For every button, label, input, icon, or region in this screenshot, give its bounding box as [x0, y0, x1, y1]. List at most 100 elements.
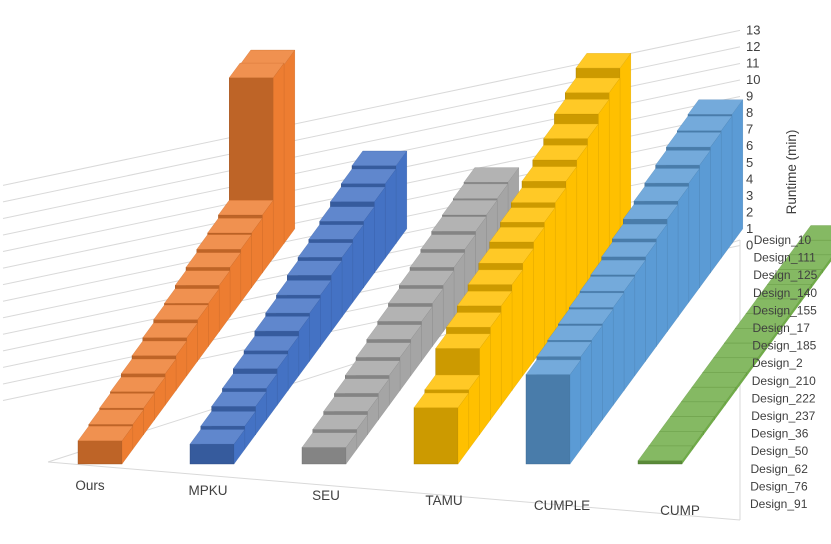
bar-top — [164, 288, 220, 304]
bar-top — [110, 376, 166, 392]
y-tick-label: 12 — [746, 39, 760, 54]
bar-top — [153, 304, 209, 320]
bar-top — [452, 183, 509, 199]
bar-top — [286, 260, 343, 276]
bar-top — [575, 53, 632, 69]
bar-side — [479, 333, 491, 436]
depth-axis-label: Design_10 — [754, 233, 812, 247]
bar-top — [579, 276, 636, 292]
bar-top — [340, 168, 397, 184]
bar-top — [601, 241, 657, 257]
bar-top — [232, 353, 289, 369]
bar-top — [297, 242, 354, 258]
bar-top — [355, 342, 412, 358]
bar-front — [413, 407, 459, 465]
y-tick-label: 10 — [746, 72, 760, 87]
depth-axis-label: Design_125 — [753, 268, 817, 282]
bar-top — [312, 414, 368, 430]
bar-side — [580, 341, 592, 450]
bar-top — [424, 374, 480, 390]
bar-front — [637, 460, 683, 465]
bar-side — [613, 292, 625, 406]
bar-side — [555, 187, 567, 333]
labels-layer: 012345678910111213Design_10Design_111Des… — [75, 22, 817, 518]
bar-top — [463, 167, 520, 183]
y-tick-label: 2 — [746, 204, 753, 219]
category-label: CUMPLE — [534, 498, 590, 513]
category-label: CUMP — [660, 503, 700, 518]
bar-top — [323, 396, 379, 412]
y-tick-label: 5 — [746, 155, 753, 170]
bar-side — [490, 312, 502, 421]
bar-cump-0 — [637, 445, 694, 465]
depth-axis-label: Design_140 — [753, 286, 817, 300]
bar-side — [731, 99, 743, 244]
bar-top — [413, 392, 470, 408]
bar-top — [120, 358, 177, 374]
bar-side — [395, 150, 407, 244]
bar-top — [243, 335, 300, 351]
category-label: Ours — [75, 478, 105, 493]
bar-top — [185, 252, 242, 268]
y-tick-label: 1 — [746, 221, 753, 236]
bar-top — [536, 341, 592, 357]
depth-axis-label: Design_155 — [753, 303, 817, 317]
bar-top — [77, 425, 134, 441]
bar-side — [645, 241, 657, 362]
depth-axis-label: Design_36 — [751, 427, 809, 441]
bar-top — [228, 62, 285, 78]
y-tick-label: 9 — [746, 89, 753, 104]
y-tick-label: 6 — [746, 138, 753, 153]
bar-side — [623, 276, 635, 391]
depth-axis-label: Design_237 — [751, 409, 815, 423]
depth-axis-label: Design_185 — [752, 339, 816, 353]
bar-top — [398, 270, 455, 286]
bar-top — [420, 234, 476, 250]
y-tick-label: 3 — [746, 188, 753, 203]
bar-cumple-0 — [525, 359, 582, 465]
bar-top — [377, 306, 433, 322]
bar-top — [319, 206, 375, 222]
bar-top — [207, 218, 263, 234]
bar-top — [189, 429, 246, 445]
bar-top — [558, 309, 614, 325]
bar-side — [598, 98, 610, 274]
bar-top — [543, 123, 599, 139]
bar-top — [276, 280, 332, 296]
bar-top — [644, 168, 700, 184]
bar-top — [196, 234, 252, 250]
bar-side — [591, 325, 603, 436]
bar-side — [667, 204, 679, 333]
bar-side — [699, 149, 711, 289]
bar-top — [500, 207, 556, 223]
bar-side — [634, 259, 646, 377]
bar-top — [200, 411, 256, 427]
bar-top — [301, 432, 358, 448]
bar-side — [385, 168, 397, 259]
bar-top — [366, 324, 422, 340]
depth-axis-label: Design_222 — [752, 391, 816, 405]
bar-ours-0 — [77, 425, 134, 465]
bar-top — [489, 227, 545, 243]
bar-front — [301, 447, 347, 465]
depth-axis-label: Design_62 — [751, 462, 809, 476]
bar-front — [189, 443, 235, 465]
bars-layer — [77, 49, 831, 465]
floor-front-edge — [47, 461, 741, 521]
bar-top — [456, 291, 513, 307]
bar-top — [655, 150, 711, 166]
bar-side — [602, 308, 614, 421]
bar-top — [676, 115, 733, 131]
bar-top — [142, 322, 198, 338]
bar-top — [351, 150, 408, 166]
bar-top — [590, 259, 646, 275]
bar-front — [77, 440, 123, 465]
bar-side — [587, 123, 599, 289]
bar-mpku-0 — [189, 428, 246, 465]
category-label: MPKU — [188, 483, 227, 498]
bar-top — [666, 132, 722, 148]
y-tick-label: 4 — [746, 171, 753, 186]
category-label: SEU — [312, 488, 340, 503]
y-tick-label: 8 — [746, 105, 753, 120]
